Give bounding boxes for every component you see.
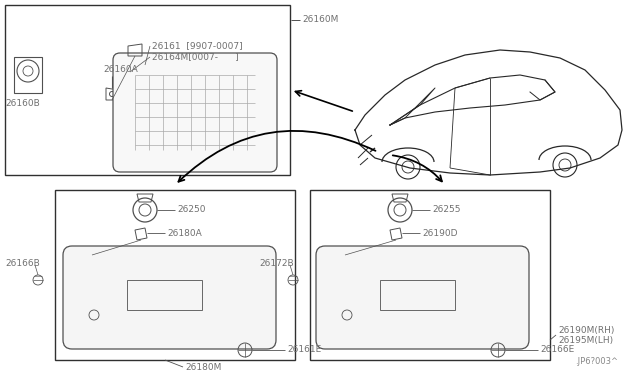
Text: 26160B: 26160B [5,99,40,108]
Bar [55,190,295,360]
Text: 26161  [9907-0007]: 26161 [9907-0007] [152,42,243,51]
FancyBboxPatch shape [113,53,277,172]
Text: .JP6?003^: .JP6?003^ [575,357,618,366]
Text: 26160A: 26160A [103,65,138,74]
Text: 26180A: 26180A [167,228,202,237]
Text: 26180M: 26180M [185,363,221,372]
FancyBboxPatch shape [316,246,529,349]
Text: 26160M: 26160M [302,16,339,25]
Text: 26190M(RH): 26190M(RH) [558,326,614,334]
Bar [127,280,202,310]
Text: 26166E: 26166E [540,346,574,355]
Bar [380,280,455,310]
Text: 26190D: 26190D [422,228,458,237]
Bar [5,5,290,175]
Text: 26164M[0007-      ]: 26164M[0007- ] [152,52,239,61]
Text: 26195M(LH): 26195M(LH) [558,337,613,346]
Text: 26172B: 26172B [259,259,294,267]
Text: 26161E: 26161E [287,346,321,355]
Text: 26250: 26250 [177,205,205,215]
Bar [310,190,550,360]
FancyBboxPatch shape [63,246,276,349]
Text: 26166B: 26166B [5,259,40,267]
Text: 26255: 26255 [432,205,461,215]
Bar [14,57,42,93]
